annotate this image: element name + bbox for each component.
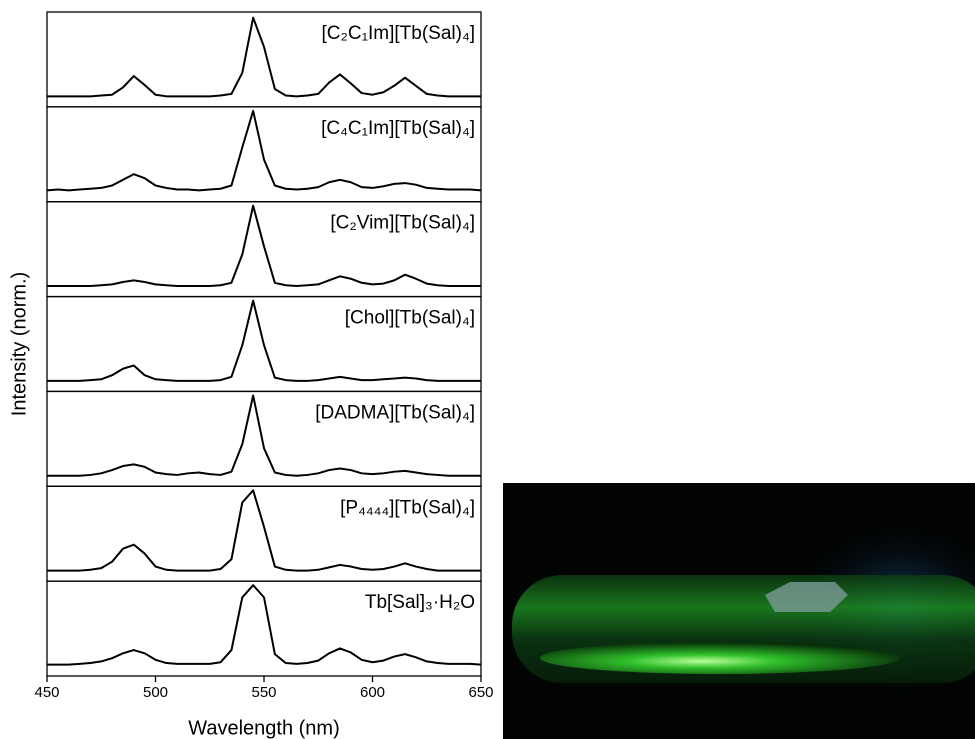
panel-label: Tb[Sal]₃·H₂O (365, 592, 475, 613)
x-tick-label: 600 (360, 684, 385, 701)
spectrum-line (47, 204, 481, 288)
powder (540, 642, 900, 674)
panel-label: [P₄₄₄₄][Tb(Sal)₄] (340, 497, 475, 518)
plot: [C₂C₁Im][Tb(Sal)₄] [C₄C₁Im][Tb(Sal)₄] [C₂V… (34, 11, 494, 701)
x-axis-label: Wavelength (nm) (188, 717, 340, 739)
spectrum-line (47, 489, 481, 572)
spectrum-line (47, 394, 481, 477)
panel-label: [C₂Vim][Tb(Sal)₄] (330, 213, 475, 234)
photo (503, 483, 975, 739)
x-tick-label: 450 (34, 684, 59, 701)
panel-label: [DADMA][Tb(Sal)₄] (315, 402, 475, 423)
x-tick-label: 500 (143, 684, 168, 701)
y-axis-label: Intensity (norm.) (8, 272, 30, 416)
panel-label: [Chol][Tb(Sal)₄] (345, 308, 475, 329)
spectrum-line (47, 299, 481, 382)
spectrum-line (47, 16, 481, 98)
spectrum-line (47, 584, 482, 666)
x-tick-label: 550 (251, 684, 276, 701)
cap-reflection (765, 582, 848, 612)
panel-label: [C₄C₁Im][Tb(Sal)₄] (321, 118, 475, 139)
panel-label: [C₂C₁Im][Tb(Sal)₄] (322, 23, 476, 44)
x-tick-label: 650 (468, 684, 493, 701)
spectrum-line (46, 109, 482, 192)
